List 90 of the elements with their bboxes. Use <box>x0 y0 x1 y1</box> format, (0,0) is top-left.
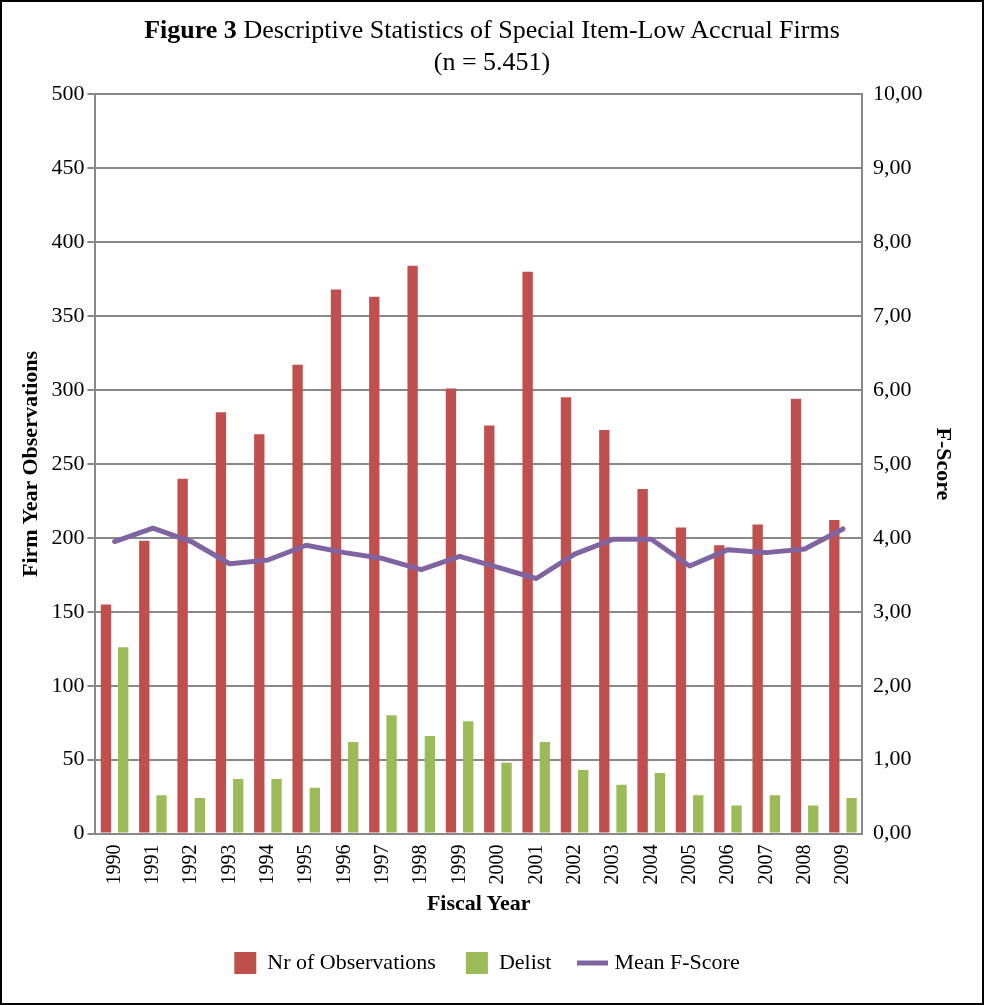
x-tick-label: 1996 <box>331 844 354 885</box>
x-tick-label: 1990 <box>101 844 124 885</box>
legend-label: Nr of Observations <box>267 948 436 974</box>
y2-axis-title: F-Score <box>932 427 958 501</box>
bar <box>731 805 742 833</box>
y2-tick-label: 1,00 <box>873 745 912 771</box>
legend-label: Delist <box>498 948 552 974</box>
x-axis-title: Fiscal Year <box>426 890 531 916</box>
x-tick-label: 2001 <box>523 844 546 885</box>
y2-tick-label: 3,00 <box>873 597 912 623</box>
bar <box>578 770 589 833</box>
bar <box>177 478 188 833</box>
bar <box>463 721 474 833</box>
y2-tick-label: 0,00 <box>873 819 912 845</box>
bar <box>215 412 227 833</box>
bar <box>271 778 282 833</box>
bar <box>118 647 129 833</box>
x-tick-label: 2009 <box>830 844 853 885</box>
legend-label: Mean F-Score <box>614 948 740 974</box>
bar <box>769 795 781 833</box>
y-axis-title: Firm Year Observations <box>16 350 42 577</box>
x-tick-label: 1993 <box>216 844 239 885</box>
y2-tick-label: 6,00 <box>873 375 912 401</box>
chart-title: Figure 3 Descriptive Statistics of Special Item-Low Accrual Firms <box>143 14 841 46</box>
bar <box>693 795 704 833</box>
bar <box>522 271 533 833</box>
x-tick-label: 1997 <box>370 844 393 885</box>
x-tick-label: 2000 <box>485 844 508 885</box>
bar <box>233 778 244 833</box>
bar <box>194 798 206 833</box>
bar <box>846 798 857 833</box>
x-tick-label: 2003 <box>600 844 623 885</box>
x-tick-label: 2006 <box>715 844 738 885</box>
y-tick-label: 450 <box>51 153 85 179</box>
bar <box>369 296 380 833</box>
bar <box>599 429 610 833</box>
bar <box>752 524 763 833</box>
bar <box>407 265 418 833</box>
bar <box>386 715 397 833</box>
bar <box>330 289 342 833</box>
bar <box>501 762 512 833</box>
y2-tick-label: 4,00 <box>873 523 912 549</box>
y2-tick-label: 2,00 <box>873 671 912 697</box>
bar <box>560 397 572 833</box>
x-tick-label: 2007 <box>753 844 776 885</box>
y2-tick-label: 8,00 <box>873 227 912 253</box>
bar <box>309 787 321 833</box>
bar <box>616 784 627 833</box>
bar <box>829 520 840 833</box>
y2-tick-label: 10,00 <box>873 79 923 105</box>
x-tick-label: 2008 <box>791 844 814 885</box>
x-tick-label: 1995 <box>293 844 316 885</box>
bar <box>139 540 150 833</box>
y-tick-label: 50 <box>62 745 85 771</box>
y-tick-label: 300 <box>51 375 85 401</box>
bar <box>254 434 265 833</box>
x-tick-label: 1992 <box>178 844 201 885</box>
bar <box>539 741 551 833</box>
bar <box>156 795 167 833</box>
bar <box>675 527 687 833</box>
bar <box>484 425 495 833</box>
y-tick-label: 200 <box>51 523 85 549</box>
bar <box>714 545 725 833</box>
y-tick-label: 350 <box>51 301 85 327</box>
y-tick-label: 0 <box>73 819 85 845</box>
chart-subtitle: (n = 5.451) <box>432 46 552 78</box>
bar <box>445 388 457 833</box>
x-tick-label: 2005 <box>676 844 699 885</box>
x-tick-label: 1994 <box>255 844 278 885</box>
bar <box>292 364 303 833</box>
bar <box>637 489 648 833</box>
y-tick-label: 500 <box>51 79 85 105</box>
bar <box>424 736 436 833</box>
bar <box>100 604 112 833</box>
x-tick-label: 2002 <box>561 844 584 885</box>
x-tick-label: 1991 <box>140 844 163 885</box>
x-tick-label: 1998 <box>408 844 431 885</box>
y-tick-label: 150 <box>51 597 85 623</box>
y2-tick-label: 9,00 <box>873 153 912 179</box>
bar <box>790 398 802 833</box>
x-tick-label: 1999 <box>446 844 469 885</box>
y2-tick-label: 5,00 <box>873 449 912 475</box>
y-tick-label: 100 <box>51 671 85 697</box>
bar <box>808 805 819 833</box>
x-tick-label: 2004 <box>638 844 661 885</box>
y-tick-label: 400 <box>51 227 85 253</box>
bar <box>348 741 359 833</box>
y-tick-label: 250 <box>51 449 85 475</box>
y2-tick-label: 7,00 <box>873 301 912 327</box>
bar <box>654 772 666 833</box>
